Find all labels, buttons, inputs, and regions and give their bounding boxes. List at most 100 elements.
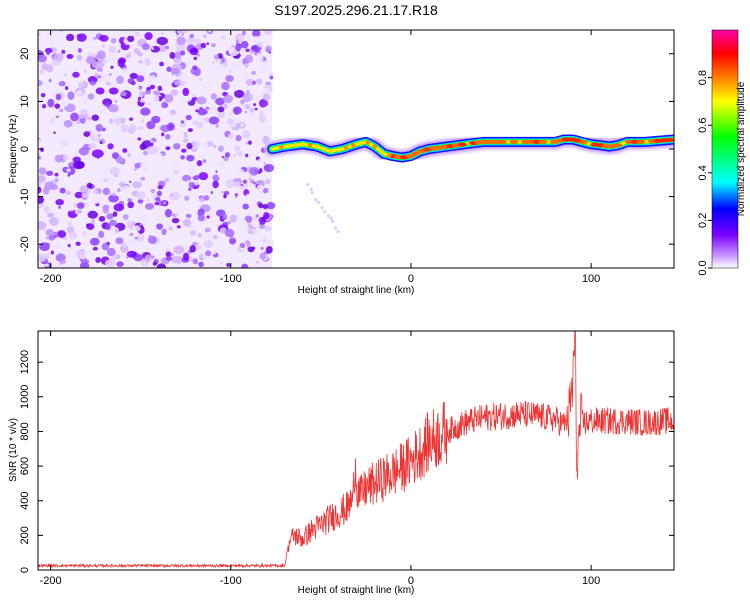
faint-speck [333, 226, 338, 230]
spectrogram-x-label: Height of straight line (km) [298, 285, 415, 296]
noise-speck [176, 30, 185, 35]
noise-speck [203, 34, 207, 39]
signal-peak [538, 139, 548, 144]
noise-speck [223, 94, 233, 104]
noise-speck [73, 160, 84, 170]
noise-speck [151, 52, 159, 58]
noise-speck [239, 242, 246, 249]
noise-speck [104, 259, 116, 268]
noise-speck [67, 91, 75, 100]
noise-speck [122, 67, 127, 72]
noise-speck [203, 195, 210, 201]
noise-speck [195, 109, 199, 113]
noise-speck [198, 77, 203, 82]
noise-speck [88, 117, 91, 121]
noise-speck [82, 231, 87, 236]
noise-speck [211, 43, 216, 48]
noise-speck [89, 80, 97, 86]
noise-speck [137, 199, 144, 204]
noise-speck [265, 178, 271, 185]
noise-speck [185, 114, 192, 121]
noise-speck [111, 255, 117, 262]
noise-speck [251, 219, 260, 229]
noise-speck [38, 167, 47, 175]
noise-speck [259, 110, 264, 116]
noise-speck [120, 91, 127, 97]
noise-speck [239, 219, 248, 227]
noise-speck [193, 56, 198, 61]
signal-peak [405, 154, 415, 159]
noise-speck [148, 227, 153, 231]
signal-blob [315, 144, 320, 149]
noise-speck [115, 237, 124, 245]
noise-speck [154, 201, 160, 206]
noise-speck [174, 80, 181, 86]
noise-speck [243, 63, 250, 68]
colorbar-ticks: 0.0 0.2 0.4 0.6 0.8 [697, 70, 712, 276]
noise-speck [197, 108, 208, 116]
noise-speck [137, 86, 141, 90]
noise-speck [38, 80, 43, 86]
noise-speck [157, 85, 163, 91]
snr-y-label: SNR (10 * v/v) [8, 418, 19, 482]
colorbar: 0.0 0.2 0.4 0.6 0.8 Normalized spectral ampl… [697, 29, 747, 276]
noise-speck [235, 43, 242, 52]
noise-speck [76, 54, 83, 61]
noise-speck [227, 220, 232, 225]
signal-blob [379, 150, 385, 155]
noise-speck [38, 138, 43, 144]
noise-speck [53, 53, 64, 62]
noise-speck [151, 115, 161, 124]
noise-speck [263, 164, 275, 173]
noise-speck [165, 248, 170, 253]
noise-speck [153, 90, 161, 96]
noise-speck [150, 140, 154, 143]
noise-speck [64, 86, 69, 91]
noise-speck [178, 73, 189, 82]
noise-speck [186, 36, 195, 45]
noise-speck [245, 153, 249, 158]
noise-speck [38, 221, 47, 230]
noise-speck [192, 258, 199, 265]
noise-speck [259, 224, 266, 229]
noise-speck [46, 50, 50, 56]
noise-speck [197, 214, 205, 222]
noise-speck [228, 133, 234, 140]
noise-speck [120, 244, 129, 253]
noise-speck [156, 36, 168, 46]
noise-speck [250, 113, 258, 122]
noise-speck [194, 38, 202, 45]
noise-speck [60, 138, 68, 145]
noise-speck [88, 142, 97, 149]
noise-speck [266, 202, 276, 210]
noise-speck [136, 191, 146, 200]
noise-speck [174, 232, 179, 237]
noise-speck [189, 33, 195, 39]
noise-speck [168, 226, 173, 231]
noise-speck [138, 126, 144, 131]
noise-speck [215, 97, 225, 106]
noise-speck [69, 207, 75, 212]
noise-speck [241, 70, 251, 79]
noise-speck [133, 48, 140, 54]
noise-speck [53, 243, 63, 251]
noise-speck [110, 37, 117, 44]
noise-speck [148, 247, 151, 251]
noise-speck [105, 223, 111, 231]
noise-speck [269, 72, 274, 76]
noise-speck [156, 190, 162, 197]
noise-speck [191, 141, 195, 145]
noise-speck [38, 156, 41, 160]
noise-speck [48, 216, 59, 226]
noise-speck [233, 89, 245, 98]
signal-blob [351, 143, 356, 148]
noise-speck [110, 65, 114, 69]
noise-speck [161, 132, 165, 137]
noise-speck [156, 223, 163, 230]
noise-speck [244, 215, 253, 224]
noise-speck [87, 210, 98, 219]
snr-x-tick-label: -200 [40, 575, 62, 587]
noise-speck [244, 104, 251, 110]
noise-speck [182, 243, 187, 248]
noise-speck [138, 60, 143, 64]
